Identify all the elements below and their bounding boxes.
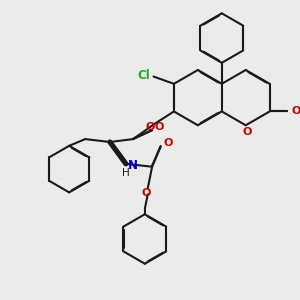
Text: N: N: [128, 159, 138, 172]
Text: H: H: [122, 167, 129, 178]
Text: O: O: [164, 139, 173, 148]
Text: O: O: [155, 122, 164, 133]
Text: O: O: [292, 106, 300, 116]
Text: O: O: [142, 188, 151, 198]
Text: O: O: [146, 122, 155, 133]
Text: O: O: [242, 127, 252, 137]
Text: Cl: Cl: [137, 69, 150, 82]
